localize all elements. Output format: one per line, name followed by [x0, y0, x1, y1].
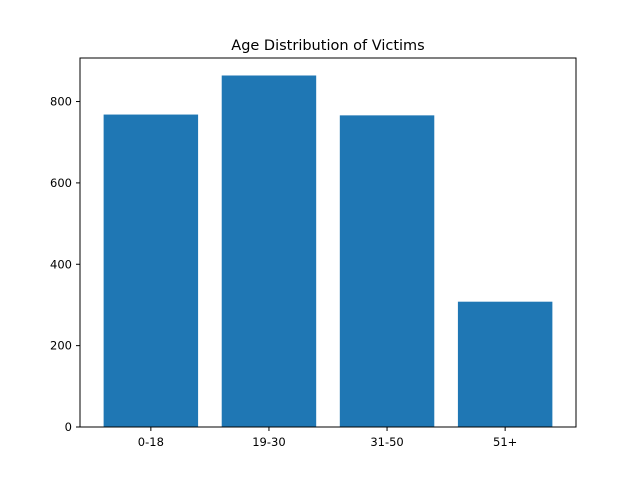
bar-0-18	[103, 114, 199, 427]
bar-19-30	[221, 75, 317, 428]
x-axis: 0-18 19-30 31-50 51+	[138, 427, 517, 449]
bars-group	[103, 75, 553, 428]
y-axis: 0 200 400 600 800	[50, 95, 80, 434]
chart-title: Age Distribution of Victims	[231, 38, 424, 54]
x-tick-label: 0-18	[138, 435, 164, 449]
plot-area-frame	[79, 57, 577, 428]
x-tick-label: 31-50	[370, 435, 403, 449]
y-tick-label: 400	[50, 257, 72, 271]
y-tick-label: 0	[65, 420, 72, 434]
x-tick-label: 51+	[493, 435, 517, 449]
x-tick-label: 19-30	[252, 435, 285, 449]
y-tick-label: 200	[50, 339, 72, 353]
bar-31-50	[339, 115, 435, 428]
y-tick-label: 800	[50, 95, 72, 109]
y-tick-label: 600	[50, 176, 72, 190]
bar-51+	[457, 301, 553, 427]
